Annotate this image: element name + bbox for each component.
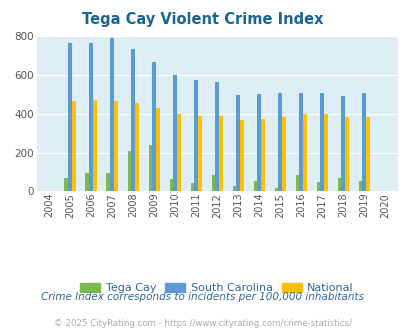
Text: © 2025 CityRating.com - https://www.cityrating.com/crime-statistics/: © 2025 CityRating.com - https://www.city…	[54, 319, 351, 328]
Bar	[156, 108, 160, 191]
Bar	[358, 181, 362, 191]
Bar	[110, 38, 114, 191]
Bar	[135, 103, 139, 191]
Bar	[152, 61, 156, 191]
Text: Crime Index corresponds to incidents per 100,000 inhabitants: Crime Index corresponds to incidents per…	[41, 292, 364, 302]
Bar	[64, 178, 68, 191]
Bar	[198, 116, 201, 191]
Bar	[148, 145, 152, 191]
Bar	[131, 49, 135, 191]
Bar	[85, 173, 89, 191]
Bar	[68, 43, 72, 191]
Bar	[219, 116, 222, 191]
Bar	[362, 93, 365, 191]
Bar	[127, 151, 131, 191]
Bar	[341, 96, 344, 191]
Bar	[365, 117, 369, 191]
Bar	[344, 117, 348, 191]
Bar	[93, 100, 97, 191]
Bar	[278, 93, 281, 191]
Bar	[173, 75, 177, 191]
Bar	[239, 120, 243, 191]
Bar	[114, 101, 117, 191]
Bar	[260, 118, 264, 191]
Bar	[169, 180, 173, 191]
Bar	[303, 114, 306, 191]
Bar	[323, 114, 327, 191]
Bar	[236, 95, 239, 191]
Bar	[72, 101, 76, 191]
Bar	[257, 94, 260, 191]
Bar	[194, 80, 198, 191]
Bar	[274, 188, 278, 191]
Bar	[177, 114, 180, 191]
Bar	[337, 178, 341, 191]
Text: Tega Cay Violent Crime Index: Tega Cay Violent Crime Index	[82, 12, 323, 26]
Bar	[190, 183, 194, 191]
Bar	[89, 43, 93, 191]
Bar	[320, 93, 323, 191]
Bar	[232, 185, 236, 191]
Legend: Tega Cay, South Carolina, National: Tega Cay, South Carolina, National	[76, 278, 358, 298]
Bar	[298, 93, 303, 191]
Bar	[215, 82, 219, 191]
Bar	[211, 175, 215, 191]
Bar	[281, 117, 285, 191]
Bar	[106, 173, 110, 191]
Bar	[253, 181, 257, 191]
Bar	[316, 182, 320, 191]
Bar	[295, 175, 298, 191]
